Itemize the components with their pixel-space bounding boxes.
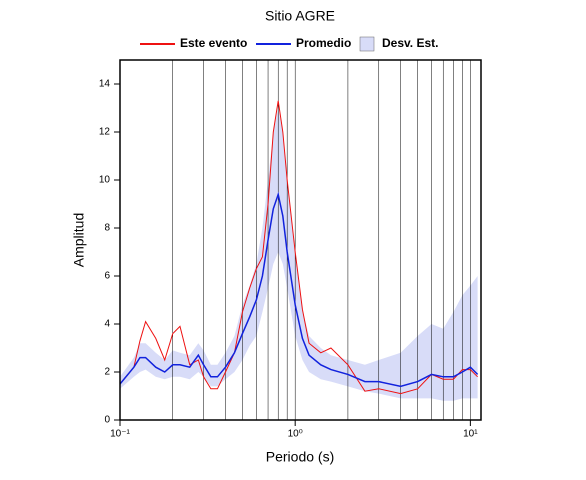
x-axis-label: Periodo (s) — [266, 449, 334, 465]
series-line — [119, 100, 478, 395]
y-tick-label: 14 — [99, 79, 111, 90]
chart-title: Sitio AGRE — [265, 8, 335, 24]
y-tick-label: 4 — [104, 319, 110, 330]
x-tick-label: 10¹ — [463, 429, 478, 440]
y-tick-label: 10 — [99, 175, 111, 186]
y-axis-label: Amplitud — [71, 213, 87, 267]
series-line — [119, 191, 479, 388]
legend-label: Desv. Est. — [382, 36, 438, 50]
x-tick-label: 10⁰ — [288, 429, 303, 440]
y-tick-label: 6 — [104, 271, 110, 282]
legend-label: Promedio — [296, 36, 351, 50]
plot-frame — [119, 59, 482, 421]
y-tick-label: 0 — [104, 415, 110, 426]
y-tick-label: 2 — [104, 367, 110, 378]
legend-label: Este evento — [180, 36, 247, 50]
std-band — [120, 108, 478, 401]
legend-swatch — [359, 36, 375, 52]
y-tick-label: 8 — [104, 223, 110, 234]
y-tick-label: 12 — [99, 127, 111, 138]
x-tick-label: 10⁻¹ — [110, 429, 130, 440]
